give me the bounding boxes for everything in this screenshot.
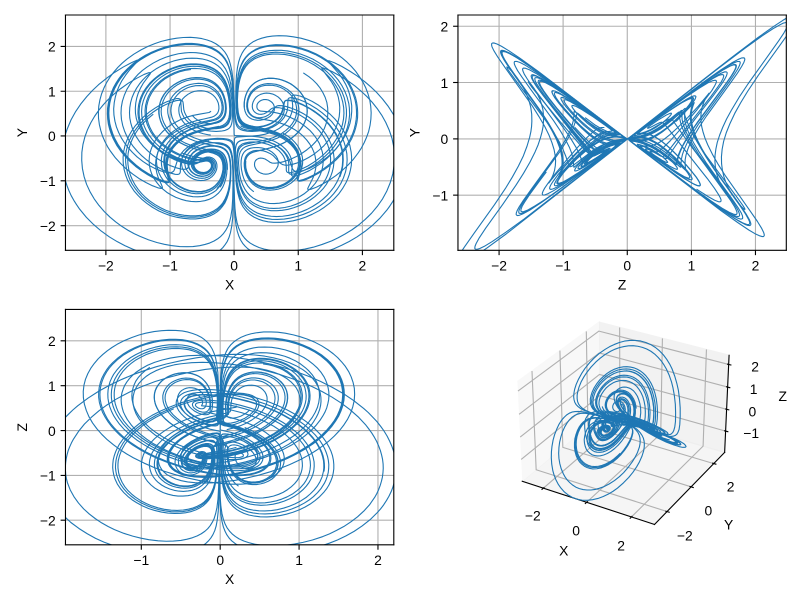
svg-text:2: 2	[48, 333, 56, 349]
svg-text:−1: −1	[133, 552, 149, 568]
svg-text:−1: −1	[40, 173, 56, 189]
svg-text:0: 0	[705, 502, 713, 518]
svg-text:0: 0	[48, 128, 56, 144]
svg-text:Z: Z	[778, 388, 787, 404]
svg-text:1: 1	[294, 258, 302, 274]
svg-text:0: 0	[216, 552, 224, 568]
svg-text:−1: −1	[743, 425, 759, 441]
svg-text:Y: Y	[406, 128, 422, 137]
svg-text:Z: Z	[14, 422, 30, 431]
svg-text:−2: −2	[677, 528, 693, 544]
svg-text:2: 2	[374, 552, 382, 568]
svg-text:0: 0	[441, 131, 449, 147]
svg-text:2: 2	[752, 258, 760, 274]
svg-text:2: 2	[751, 359, 759, 375]
svg-text:X: X	[559, 542, 568, 558]
svg-text:−2: −2	[98, 258, 114, 274]
svg-text:X: X	[225, 571, 234, 587]
svg-text:−1: −1	[555, 258, 571, 274]
svg-text:1: 1	[750, 381, 758, 397]
svg-text:0: 0	[749, 403, 757, 419]
svg-text:2: 2	[359, 258, 367, 274]
svg-text:2: 2	[617, 538, 625, 554]
svg-text:1: 1	[441, 75, 449, 91]
svg-text:−1: −1	[40, 468, 56, 484]
svg-text:2: 2	[441, 19, 449, 35]
svg-text:X: X	[225, 277, 234, 293]
svg-text:1: 1	[48, 378, 56, 394]
svg-text:−1: −1	[432, 187, 448, 203]
svg-text:1: 1	[295, 552, 303, 568]
svg-text:−2: −2	[40, 218, 56, 234]
svg-text:1: 1	[688, 258, 696, 274]
svg-text:−1: −1	[162, 258, 178, 274]
svg-text:2: 2	[727, 479, 735, 495]
svg-text:Y: Y	[724, 517, 733, 533]
svg-text:1: 1	[48, 84, 56, 100]
svg-text:0: 0	[623, 258, 631, 274]
svg-text:Y: Y	[14, 128, 30, 137]
svg-text:0: 0	[572, 522, 580, 538]
svg-text:Z: Z	[618, 277, 627, 293]
svg-text:−2: −2	[525, 508, 541, 524]
svg-text:−2: −2	[491, 258, 507, 274]
svg-text:0: 0	[230, 258, 238, 274]
svg-text:0: 0	[48, 423, 56, 439]
svg-text:−2: −2	[40, 512, 56, 528]
svg-text:2: 2	[48, 39, 56, 55]
